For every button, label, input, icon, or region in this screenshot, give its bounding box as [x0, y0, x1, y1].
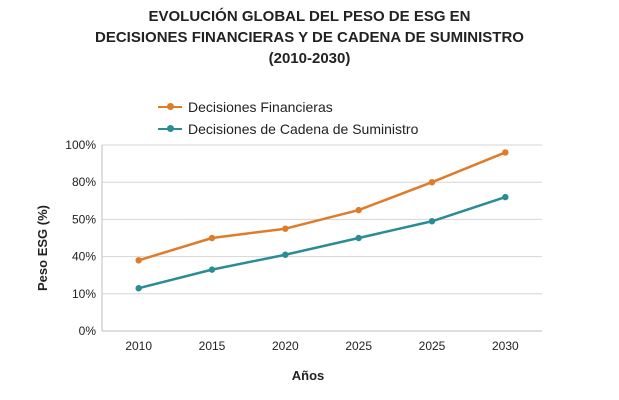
chart-title-line-1: EVOLUCIÓN GLOBAL DEL PESO DE ESG EN — [148, 8, 471, 25]
y-tick-label: 0% — [79, 324, 97, 338]
data-point — [135, 257, 142, 264]
x-axis-title: Años — [292, 368, 325, 383]
legend-label-suministro: Decisiones de Cadena de Suministro — [188, 121, 419, 137]
x-tick-label: 2025 — [345, 339, 372, 353]
data-point — [428, 179, 436, 186]
data-point — [355, 234, 362, 242]
data-point — [282, 251, 289, 258]
chart-legend: Decisiones Financieras Decisiones de Cad… — [158, 96, 418, 140]
x-tick-label: 2030 — [492, 339, 519, 353]
data-point — [208, 234, 216, 242]
series-line-financieras — [138, 151, 506, 262]
y-tick-label: 50% — [72, 212, 96, 226]
chart-title: EVOLUCIÓN GLOBAL DEL PESO DE ESG EN DECI… — [0, 6, 619, 69]
legend-swatch-suministro — [158, 125, 182, 132]
legend-item-suministro: Decisiones de Cadena de Suministro — [158, 118, 418, 140]
series-line-suministro — [138, 195, 506, 290]
data-point — [428, 218, 436, 225]
y-tick-label: 10% — [72, 287, 96, 301]
legend-item-financieras: Decisiones Financieras — [158, 96, 418, 118]
data-point — [282, 225, 289, 232]
legend-swatch-financieras — [158, 103, 182, 110]
y-axis-title: Peso ESG (%) — [35, 205, 50, 291]
y-tick-label: 80% — [72, 175, 96, 189]
legend-label-financieras: Decisiones Financieras — [188, 99, 333, 115]
y-tick-label: 40% — [72, 250, 96, 264]
x-tick-label: 2015 — [199, 339, 226, 353]
y-tick-label: 100% — [65, 138, 96, 152]
x-tick-label: 2025 — [419, 339, 446, 353]
x-tick-label: 2010 — [125, 339, 152, 353]
data-point — [135, 285, 142, 292]
data-point — [355, 206, 362, 214]
data-point — [208, 266, 216, 273]
data-point — [502, 193, 509, 201]
data-point — [502, 149, 509, 156]
chart-title-line-3: (2010-2030) — [268, 50, 351, 67]
x-tick-label: 2020 — [272, 339, 299, 353]
chart-title-line-2: DECISIONES FINANCIERAS Y DE CADENA DE SU… — [95, 29, 524, 46]
